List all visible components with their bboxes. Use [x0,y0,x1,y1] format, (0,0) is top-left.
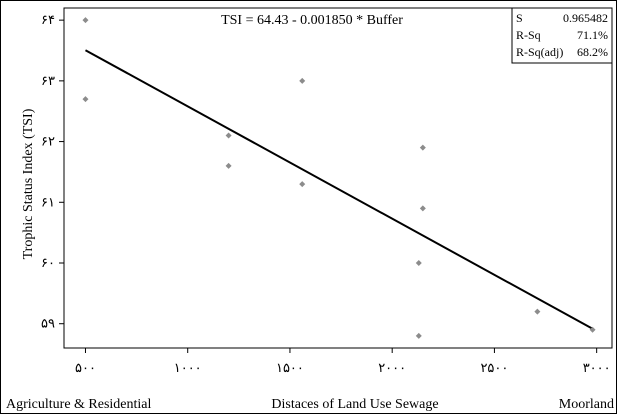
x-tick-label: ۳۰۰۰ [583,360,611,375]
stat-value: 68.2% [577,45,608,59]
data-point [589,326,596,333]
stat-label: R-Sq(adj) [516,45,563,59]
chart-title: TSI = 64.43 - 0.001850 * Buffer [221,13,403,28]
data-point [82,96,89,103]
data-point [419,205,426,212]
x-tick-label: ۲۵۰۰ [480,360,508,375]
x-tick-label: ۵۰۰ [75,360,96,375]
x-tick-label: ۲۰۰۰ [378,360,406,375]
data-point [225,132,232,139]
y-tick-label: ۶۳ [41,73,55,88]
regression-line [84,49,594,330]
y-axis-label: Trophic Status Index (TSI) [21,108,36,259]
axis-ticks: ۵۰۰ ۱۰۰۰ ۱۵۰۰ ۲۰۰۰ ۲۵۰۰ ۳۰۰۰ ۵۹ ۶۰ ۶۱ ۶۲ ۶۳ ۶۴ [41,12,611,375]
stat-label: R-Sq [516,28,541,42]
y-tick-label: ۶۲ [41,134,55,149]
y-tick-label: ۶۰ [41,255,55,270]
stat-value: 71.1% [577,28,608,42]
x-axis-label: Distaces of Land Use Sewage [271,397,438,412]
data-points [82,17,596,339]
data-point [419,144,426,151]
data-point [225,162,232,169]
stat-value: 0.965482 [563,11,608,25]
data-point [415,260,422,266]
stat-label: S [516,11,523,25]
fit-line-group [84,49,594,330]
data-point [299,77,306,84]
data-point [82,17,89,24]
y-tick-label: ۵۹ [41,316,55,331]
data-point [534,308,541,315]
data-point [299,181,306,188]
x-axis-right-text: Moorland [559,397,614,412]
stats-box-border [511,7,613,64]
stats-box: S 0.965482 R-Sq 71.1% R-Sq(adj) 68.2% [511,7,613,64]
y-tick-label: ۶۴ [41,12,55,27]
x-tick-label: ۱۰۰۰ [174,360,202,375]
data-point [415,332,422,339]
x-axis-left-text: Agriculture & Residential [6,397,152,412]
x-tick-label: ۱۵۰۰ [276,360,304,375]
y-tick-label: ۶۱ [41,194,55,209]
plot-area-frame [63,7,613,349]
